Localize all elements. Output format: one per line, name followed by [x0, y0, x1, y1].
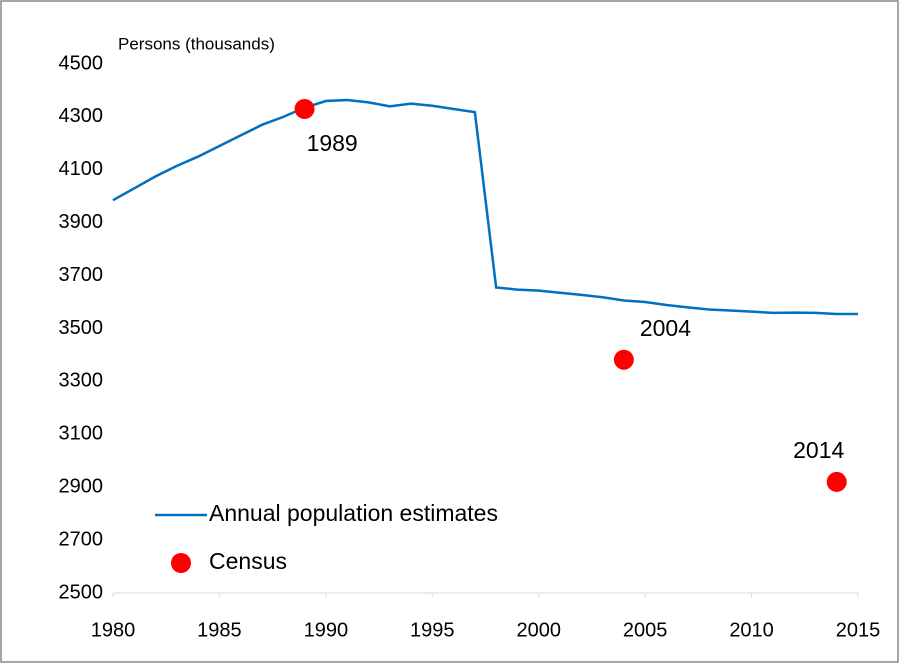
x-tick-label: 1995 [410, 619, 455, 641]
y-tick-label: 3900 [59, 211, 104, 233]
y-tick-label: 4100 [59, 158, 104, 180]
x-tick-label: 1985 [197, 619, 242, 641]
y-tick-label: 3700 [59, 264, 104, 286]
legend-label: Annual population estimates [209, 500, 498, 526]
data-label: 1989 [307, 130, 358, 156]
x-tick-label: 2015 [836, 619, 881, 641]
x-tick-label: 2000 [516, 619, 561, 641]
legend-label: Census [209, 548, 287, 574]
x-tick-label: 1990 [304, 619, 349, 641]
y-tick-label: 2900 [59, 475, 104, 497]
x-tick-label: 2010 [729, 619, 774, 641]
y-tick-label: 4300 [59, 105, 104, 127]
census-point [294, 98, 315, 119]
x-tick-label: 1980 [91, 619, 136, 641]
legend-swatch [171, 553, 191, 573]
census-point [613, 349, 634, 370]
y-tick-label: 4500 [59, 52, 104, 74]
data-label: 2004 [640, 315, 691, 341]
x-tick-label: 2005 [623, 619, 668, 641]
data-label: 2014 [793, 437, 844, 463]
y-axis-label: Persons (thousands) [118, 34, 275, 53]
line-series [112, 98, 858, 316]
y-tick-label: 2700 [59, 528, 104, 550]
y-tick-label: 3500 [59, 317, 104, 339]
y-tick-label: 3100 [59, 423, 104, 445]
y-tick-label: 2500 [59, 581, 104, 603]
census-point [826, 471, 847, 492]
y-tick-label: 3300 [59, 370, 104, 392]
